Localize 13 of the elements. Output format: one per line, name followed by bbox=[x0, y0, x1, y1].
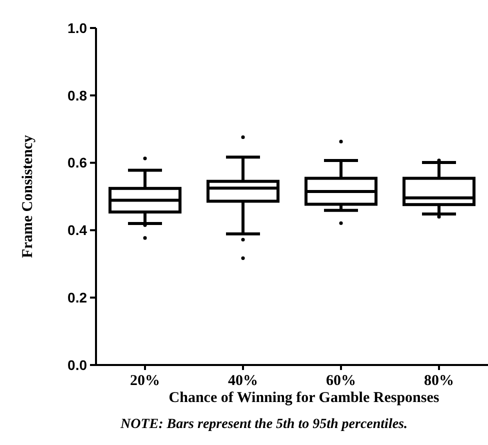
x-tick-label: 40% bbox=[228, 373, 258, 389]
y-tick-label: 0.4 bbox=[68, 222, 88, 238]
y-tick-label: 0.2 bbox=[68, 290, 88, 306]
text: NOTE: Bars represent the 5th to 95th percentiles. bbox=[119, 417, 408, 432]
x-axis-title: Chance of Winning for Gamble Responses bbox=[168, 390, 440, 406]
x-tick-label: 80% bbox=[424, 373, 454, 389]
x-tick-label: 60% bbox=[326, 373, 356, 389]
y-tick-label: 1.0 bbox=[68, 20, 88, 36]
x-tick-label: 20% bbox=[130, 373, 160, 389]
y-tick-label: 0.8 bbox=[68, 87, 88, 104]
y-tick-label: 0.6 bbox=[68, 154, 88, 171]
y-axis-title: Frame Consistency bbox=[20, 134, 36, 258]
y-tick-label: 0.0 bbox=[68, 356, 88, 373]
